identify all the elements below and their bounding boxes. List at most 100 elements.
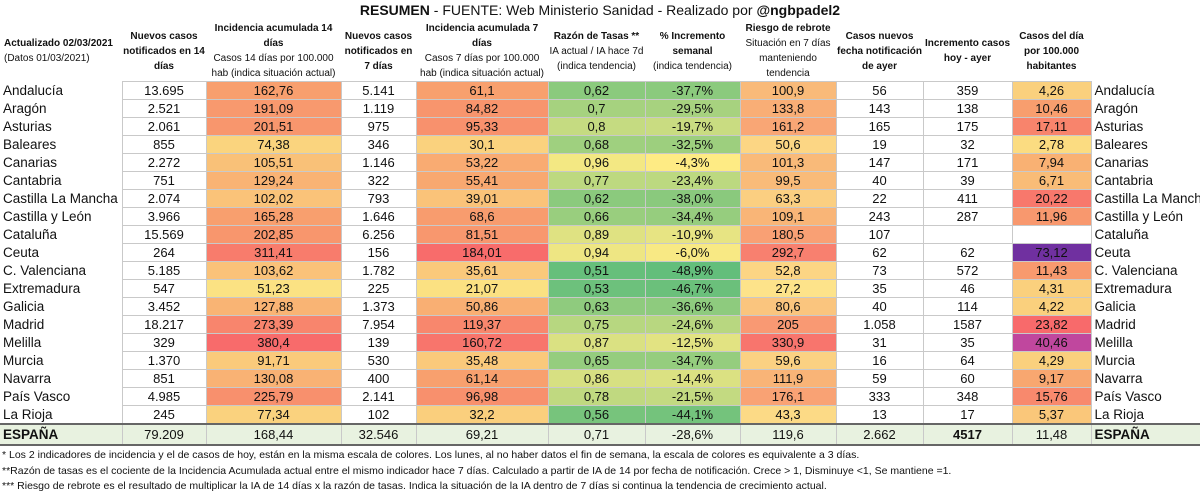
cell-ia7: 53,22 — [415, 153, 549, 172]
footnote-2: **Razón de tasas es el cociente de la In… — [2, 464, 952, 477]
footnotes: * Los 2 indicadores de incidencia y el d… — [0, 448, 1200, 495]
cell-inc: 138 — [922, 99, 1013, 118]
cell-dia: 9,17 — [1011, 369, 1092, 388]
region-name-right: Ceuta — [1094, 245, 1131, 260]
cell-c14: 13.695 — [121, 81, 207, 100]
cell-rt: 0,86 — [547, 369, 646, 388]
cell-rr: 59,6 — [739, 351, 837, 370]
cell-dia: 5,37 — [1011, 405, 1092, 425]
cell-pct: -4,3% — [644, 153, 741, 172]
cell-rt: 0,89 — [547, 225, 646, 244]
cell-ia14: 127,88 — [205, 297, 342, 316]
cell-ayer: 31 — [835, 333, 924, 352]
cell-inc: 175 — [922, 117, 1013, 136]
region-name-right: Aragón — [1094, 101, 1139, 116]
cell-ia7: 61,1 — [415, 81, 549, 100]
region-name: Andalucía — [3, 83, 64, 98]
cell-c14: 855 — [121, 135, 207, 154]
cell-dia: 40,46 — [1011, 333, 1092, 352]
cell-ia14: 91,71 — [205, 351, 342, 370]
table-row: Baleares 855 74,38 346 30,1 0,68 -32,5% 50,6 19 3… — [0, 135, 1200, 154]
cell-inc: 171 — [922, 153, 1013, 172]
cell-pct: -29,5% — [644, 99, 741, 118]
cell-rt: 0,7 — [547, 99, 646, 118]
region-name-right: Cantabria — [1094, 173, 1154, 188]
cell-dia: 17,11 — [1011, 117, 1092, 136]
cell-ia7: 35,48 — [415, 351, 549, 370]
region-name-right: Navarra — [1094, 371, 1143, 386]
table-row: Castilla y León 3.966 165,28 1.646 68,6 0,66-… — [0, 207, 1200, 226]
cell-inc: 411 — [922, 189, 1013, 208]
cell-pct: -6,0% — [644, 243, 741, 262]
cell-rt: 0,65 — [547, 351, 646, 370]
cell-ayer: 165 — [835, 117, 924, 136]
cell-ayer: 13 — [835, 405, 924, 425]
table-row: Canarias 2.272 105,51 1.146 53,22 0,96 -4,3% 10… — [0, 153, 1200, 172]
cell-rr: 80,6 — [739, 297, 837, 316]
cell-ayer: 143 — [835, 99, 924, 118]
cell-rr: 161,2 — [739, 117, 837, 136]
cell-inc: 62 — [922, 243, 1013, 262]
cell-c7: 400 — [340, 369, 417, 388]
cell-inc: 32 — [922, 135, 1013, 154]
total-row: ESPAÑA 79.209 168,44 32.546 69,21 0,71 -28,6% 1… — [0, 423, 1200, 446]
cell-rr: 100,9 — [739, 81, 837, 100]
cell-ayer: 107 — [835, 225, 924, 244]
cell-rt: 0,75 — [547, 315, 646, 334]
footnote-3: *** Riesgo de rebrote es el resultado de… — [2, 480, 827, 492]
cell-ia14: 77,34 — [205, 405, 342, 425]
cell-rr: 63,3 — [739, 189, 837, 208]
cell-dia: 11,43 — [1011, 261, 1092, 280]
column-header-6: Razón de Tasas ** IA actual / IA hace 7d … — [549, 30, 644, 72]
cell-pct: -34,4% — [644, 207, 741, 226]
cell-rr: 111,9 — [739, 369, 837, 388]
table-row: País Vasco 4.985 225,79 2.141 96,98 0,78 -21,5… — [0, 387, 1200, 406]
cell-inc: 4517 — [922, 423, 1013, 446]
region-name-right: La Rioja — [1094, 406, 1145, 422]
cell-ia14: 202,85 — [205, 225, 342, 244]
cell-ia14: 273,39 — [205, 315, 342, 334]
cell-c14: 15.569 — [121, 225, 207, 244]
column-header-3: Incidencia acumulada 14 días Casos 14 día… — [211, 23, 336, 79]
cell-rt: 0,78 — [547, 387, 646, 406]
region-name: Cantabria — [3, 173, 62, 188]
region-name-right: C. Valenciana — [1094, 263, 1178, 278]
cell-c14: 2.061 — [121, 117, 207, 136]
column-header-5: Incidencia acumulada 7 días Casos 7 días … — [420, 23, 544, 79]
cell-inc — [922, 225, 1013, 244]
table-row: Cataluña 15.569 202,85 6.256 81,51 0,89 -10,9%… — [0, 225, 1200, 244]
cell-inc: 348 — [922, 387, 1013, 406]
cell-c14: 5.185 — [121, 261, 207, 280]
cell-rr: 205 — [739, 315, 837, 334]
cell-ia7: 84,82 — [415, 99, 549, 118]
table-row: La Rioja 245 77,34 102 32,2 0,56 -44,1% 43,3 13 1… — [0, 405, 1200, 425]
cell-rr: 292,7 — [739, 243, 837, 262]
cell-ia7: 35,61 — [415, 261, 549, 280]
cell-dia: 11,96 — [1011, 207, 1092, 226]
cell-inc: 39 — [922, 171, 1013, 190]
cell-pct: -28,6% — [644, 423, 741, 446]
cell-c7: 975 — [340, 117, 417, 136]
cell-rr: 99,5 — [739, 171, 837, 190]
cell-rr: 27,2 — [739, 279, 837, 298]
table-row: C. Valenciana 5.185 103,62 1.782 35,61 0,51 -4… — [0, 261, 1200, 280]
cell-inc: 64 — [922, 351, 1013, 370]
cell-rt: 0,87 — [547, 333, 646, 352]
cell-c14: 329 — [121, 333, 207, 352]
region-name-right: ESPAÑA — [1091, 423, 1200, 446]
cell-ia14: 201,51 — [205, 117, 342, 136]
region-name: Aragón — [3, 101, 47, 116]
cell-rr: 176,1 — [739, 387, 837, 406]
region-name: Ceuta — [3, 245, 40, 260]
column-header-7: % Incremento semanal (indica tendencia) — [653, 30, 732, 72]
cell-ia7: 61,14 — [415, 369, 549, 388]
cell-inc: 287 — [922, 207, 1013, 226]
column-header-1: Actualizado 02/03/2021 (Datos 01/03/2021) — [4, 38, 113, 65]
cell-c7: 346 — [340, 135, 417, 154]
cell-ia14: 103,62 — [205, 261, 342, 280]
cell-ia7: 39,01 — [415, 189, 549, 208]
cell-ayer: 56 — [835, 81, 924, 100]
cell-rt: 0,62 — [547, 81, 646, 100]
cell-ia7: 81,51 — [415, 225, 549, 244]
cell-rt: 0,51 — [547, 261, 646, 280]
